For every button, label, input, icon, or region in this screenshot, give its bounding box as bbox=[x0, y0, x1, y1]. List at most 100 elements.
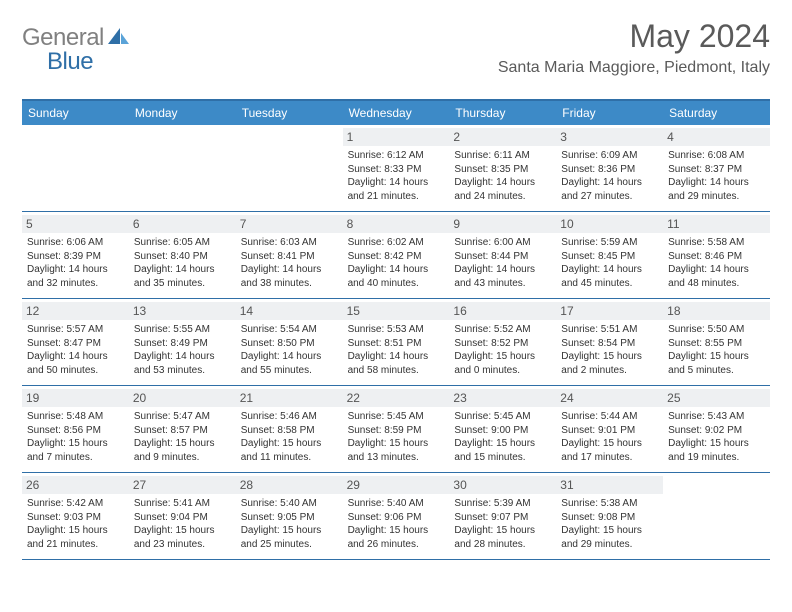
day-detail: Sunrise: 5:40 AMSunset: 9:06 PMDaylight:… bbox=[348, 497, 445, 551]
sunset-text: Sunset: 9:02 PM bbox=[668, 424, 765, 438]
location: Santa Maria Maggiore, Piedmont, Italy bbox=[498, 59, 770, 77]
day-header: Saturday bbox=[663, 101, 770, 125]
sunset-text: Sunset: 8:40 PM bbox=[134, 250, 231, 264]
day-number: 18 bbox=[663, 302, 770, 320]
daylight-text: Daylight: 15 hours and 28 minutes. bbox=[454, 524, 551, 551]
day-cell: 8Sunrise: 6:02 AMSunset: 8:42 PMDaylight… bbox=[343, 212, 450, 298]
day-header-row: Sunday Monday Tuesday Wednesday Thursday… bbox=[22, 101, 770, 125]
daylight-text: Daylight: 15 hours and 11 minutes. bbox=[241, 437, 338, 464]
day-cell: 16Sunrise: 5:52 AMSunset: 8:52 PMDayligh… bbox=[449, 299, 556, 385]
day-header: Sunday bbox=[22, 101, 129, 125]
day-cell: 7Sunrise: 6:03 AMSunset: 8:41 PMDaylight… bbox=[236, 212, 343, 298]
day-detail: Sunrise: 5:45 AMSunset: 9:00 PMDaylight:… bbox=[454, 410, 551, 464]
day-detail: Sunrise: 5:58 AMSunset: 8:46 PMDaylight:… bbox=[668, 236, 765, 290]
sunset-text: Sunset: 9:01 PM bbox=[561, 424, 658, 438]
daylight-text: Daylight: 15 hours and 0 minutes. bbox=[454, 350, 551, 377]
day-detail: Sunrise: 6:03 AMSunset: 8:41 PMDaylight:… bbox=[241, 236, 338, 290]
title-block: May 2024 Santa Maria Maggiore, Piedmont,… bbox=[498, 18, 770, 77]
day-number: 26 bbox=[22, 476, 129, 494]
day-detail: Sunrise: 6:06 AMSunset: 8:39 PMDaylight:… bbox=[27, 236, 124, 290]
day-number: 13 bbox=[129, 302, 236, 320]
day-header: Tuesday bbox=[236, 101, 343, 125]
daylight-text: Daylight: 14 hours and 53 minutes. bbox=[134, 350, 231, 377]
sunrise-text: Sunrise: 5:47 AM bbox=[134, 410, 231, 424]
daylight-text: Daylight: 15 hours and 2 minutes. bbox=[561, 350, 658, 377]
daylight-text: Daylight: 14 hours and 48 minutes. bbox=[668, 263, 765, 290]
day-detail: Sunrise: 6:08 AMSunset: 8:37 PMDaylight:… bbox=[668, 149, 765, 203]
daylight-text: Daylight: 14 hours and 38 minutes. bbox=[241, 263, 338, 290]
week-row: 19Sunrise: 5:48 AMSunset: 8:56 PMDayligh… bbox=[22, 386, 770, 473]
day-cell: 26Sunrise: 5:42 AMSunset: 9:03 PMDayligh… bbox=[22, 473, 129, 559]
day-number: 14 bbox=[236, 302, 343, 320]
day-cell: 15Sunrise: 5:53 AMSunset: 8:51 PMDayligh… bbox=[343, 299, 450, 385]
day-cell: 22Sunrise: 5:45 AMSunset: 8:59 PMDayligh… bbox=[343, 386, 450, 472]
sunset-text: Sunset: 8:59 PM bbox=[348, 424, 445, 438]
sunset-text: Sunset: 8:56 PM bbox=[27, 424, 124, 438]
day-cell: 4 Sunrise: 6:08 AMSunset: 8:37 PMDaylight… bbox=[663, 125, 770, 211]
day-number: 20 bbox=[129, 389, 236, 407]
day-cell: 29Sunrise: 5:40 AMSunset: 9:06 PMDayligh… bbox=[343, 473, 450, 559]
day-cell: 24Sunrise: 5:44 AMSunset: 9:01 PMDayligh… bbox=[556, 386, 663, 472]
sunrise-text: Sunrise: 6:11 AM bbox=[454, 149, 551, 163]
day-cell bbox=[236, 125, 343, 211]
logo-text-blue: Blue bbox=[47, 48, 93, 75]
sunset-text: Sunset: 9:05 PM bbox=[241, 511, 338, 525]
day-cell: 30Sunrise: 5:39 AMSunset: 9:07 PMDayligh… bbox=[449, 473, 556, 559]
daylight-text: Daylight: 14 hours and 27 minutes. bbox=[561, 176, 658, 203]
day-number: 28 bbox=[236, 476, 343, 494]
sunrise-text: Sunrise: 5:48 AM bbox=[27, 410, 124, 424]
day-detail: Sunrise: 6:11 AMSunset: 8:35 PMDaylight:… bbox=[454, 149, 551, 203]
daylight-text: Daylight: 15 hours and 26 minutes. bbox=[348, 524, 445, 551]
daylight-text: Daylight: 15 hours and 9 minutes. bbox=[134, 437, 231, 464]
sunrise-text: Sunrise: 6:06 AM bbox=[27, 236, 124, 250]
day-cell: 17Sunrise: 5:51 AMSunset: 8:54 PMDayligh… bbox=[556, 299, 663, 385]
daylight-text: Daylight: 15 hours and 25 minutes. bbox=[241, 524, 338, 551]
day-number: 4 bbox=[663, 128, 770, 146]
day-number: 9 bbox=[449, 215, 556, 233]
day-cell: 20Sunrise: 5:47 AMSunset: 8:57 PMDayligh… bbox=[129, 386, 236, 472]
sunset-text: Sunset: 8:52 PM bbox=[454, 337, 551, 351]
day-cell bbox=[129, 125, 236, 211]
daylight-text: Daylight: 15 hours and 23 minutes. bbox=[134, 524, 231, 551]
sunset-text: Sunset: 8:39 PM bbox=[27, 250, 124, 264]
day-number: 25 bbox=[663, 389, 770, 407]
sunset-text: Sunset: 9:00 PM bbox=[454, 424, 551, 438]
day-detail: Sunrise: 6:09 AMSunset: 8:36 PMDaylight:… bbox=[561, 149, 658, 203]
day-cell bbox=[663, 473, 770, 559]
day-cell: 3Sunrise: 6:09 AMSunset: 8:36 PMDaylight… bbox=[556, 125, 663, 211]
week-row: 1Sunrise: 6:12 AMSunset: 8:33 PMDaylight… bbox=[22, 125, 770, 212]
daylight-text: Daylight: 15 hours and 21 minutes. bbox=[27, 524, 124, 551]
week-row: 5Sunrise: 6:06 AMSunset: 8:39 PMDaylight… bbox=[22, 212, 770, 299]
day-header: Wednesday bbox=[343, 101, 450, 125]
day-cell bbox=[22, 125, 129, 211]
week-row: 12Sunrise: 5:57 AMSunset: 8:47 PMDayligh… bbox=[22, 299, 770, 386]
sunrise-text: Sunrise: 5:52 AM bbox=[454, 323, 551, 337]
day-detail: Sunrise: 5:55 AMSunset: 8:49 PMDaylight:… bbox=[134, 323, 231, 377]
sunset-text: Sunset: 8:55 PM bbox=[668, 337, 765, 351]
sunset-text: Sunset: 8:33 PM bbox=[348, 163, 445, 177]
day-cell: 1Sunrise: 6:12 AMSunset: 8:33 PMDaylight… bbox=[343, 125, 450, 211]
sunset-text: Sunset: 8:37 PM bbox=[668, 163, 765, 177]
sunrise-text: Sunrise: 6:12 AM bbox=[348, 149, 445, 163]
sunrise-text: Sunrise: 5:44 AM bbox=[561, 410, 658, 424]
day-detail: Sunrise: 5:53 AMSunset: 8:51 PMDaylight:… bbox=[348, 323, 445, 377]
sunrise-text: Sunrise: 5:46 AM bbox=[241, 410, 338, 424]
day-detail: Sunrise: 5:40 AMSunset: 9:05 PMDaylight:… bbox=[241, 497, 338, 551]
day-number: 5 bbox=[22, 215, 129, 233]
daylight-text: Daylight: 14 hours and 43 minutes. bbox=[454, 263, 551, 290]
day-header: Monday bbox=[129, 101, 236, 125]
daylight-text: Daylight: 14 hours and 58 minutes. bbox=[348, 350, 445, 377]
sunset-text: Sunset: 8:45 PM bbox=[561, 250, 658, 264]
sunrise-text: Sunrise: 5:41 AM bbox=[134, 497, 231, 511]
sunrise-text: Sunrise: 6:02 AM bbox=[348, 236, 445, 250]
daylight-text: Daylight: 14 hours and 35 minutes. bbox=[134, 263, 231, 290]
day-detail: Sunrise: 5:54 AMSunset: 8:50 PMDaylight:… bbox=[241, 323, 338, 377]
sunrise-text: Sunrise: 5:43 AM bbox=[668, 410, 765, 424]
day-number: 17 bbox=[556, 302, 663, 320]
sunrise-text: Sunrise: 5:45 AM bbox=[454, 410, 551, 424]
sunset-text: Sunset: 8:46 PM bbox=[668, 250, 765, 264]
logo-blue-wrap: Blue bbox=[47, 48, 93, 76]
daylight-text: Daylight: 14 hours and 32 minutes. bbox=[27, 263, 124, 290]
sunrise-text: Sunrise: 5:57 AM bbox=[27, 323, 124, 337]
day-cell: 21Sunrise: 5:46 AMSunset: 8:58 PMDayligh… bbox=[236, 386, 343, 472]
